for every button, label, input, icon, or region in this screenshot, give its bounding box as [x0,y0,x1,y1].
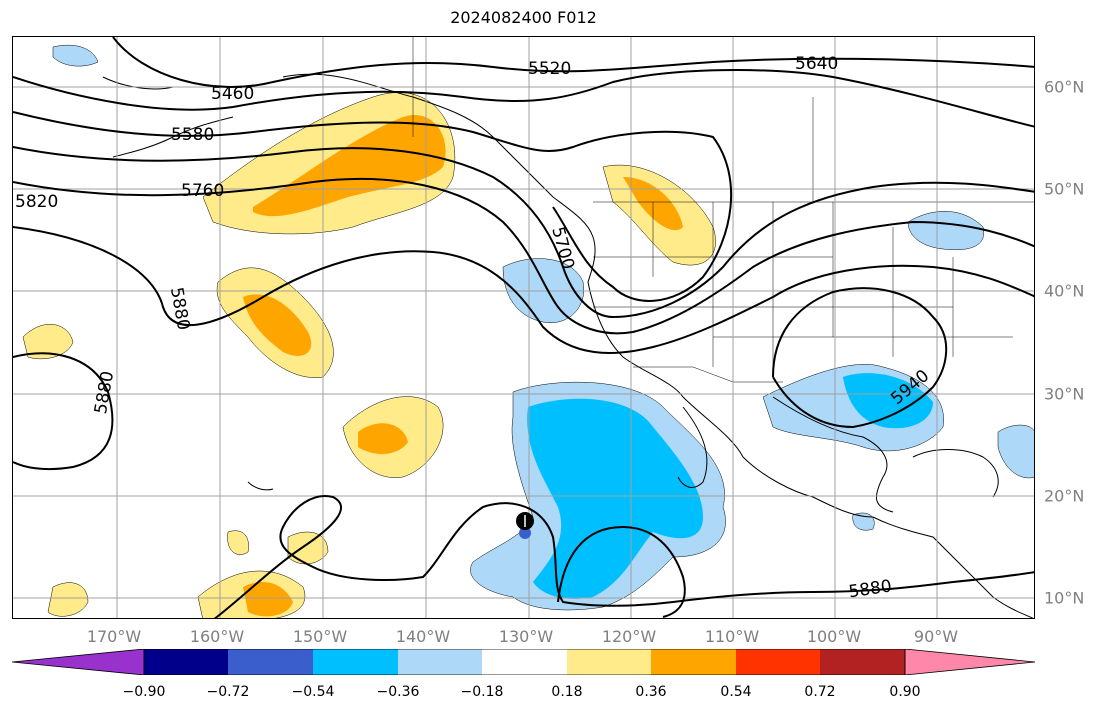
lat-label-40n: 40°N [1044,281,1085,301]
colorbar-bin-7 [651,649,736,675]
contour-label-5640: 5640 [795,54,838,74]
colorbar-tick: −0.18 [460,684,504,700]
colorbar-bin-5 [482,649,567,675]
lon-label-170w: 170°W [86,627,142,646]
colorbar-extend-high [904,649,1036,675]
lon-label-150w: 150°W [292,627,348,646]
colorbar-tick: 0.72 [804,684,836,700]
lon-label-140w: 140°W [395,627,451,646]
map-panel: 5460 5520 5640 5580 5760 5820 5700 5880 … [12,36,1035,619]
colorbar-bin-8 [736,649,820,675]
colorbar-tick: −0.36 [376,684,420,700]
contour-label-5880-b: 5880 [91,370,118,416]
contour-label-5760: 5760 [181,181,224,201]
lat-label-10n: 10°N [1044,588,1085,608]
lon-label-160w: 160°W [189,627,245,646]
contour-labels: 5460 5520 5640 5580 5760 5820 5700 5880 … [15,54,933,602]
contour-label-5880-a: 5880 [166,286,193,332]
contour-label-5520: 5520 [528,59,571,79]
map-canvas: 5460 5520 5640 5580 5760 5820 5700 5880 … [13,37,1034,618]
colorbar-bin-2 [228,649,313,675]
colorbar-bin-6 [567,649,651,675]
colorbar-tick: −0.72 [206,684,250,700]
contour-label-5460: 5460 [211,84,254,104]
colorbar-tick: 0.90 [889,684,921,700]
contour-label-5820: 5820 [15,192,58,212]
lat-label-20n: 20°N [1044,486,1085,506]
colorbar-tick: 0.36 [635,684,667,700]
contour-label-5580: 5580 [171,125,214,145]
colorbar-extend-low [12,649,145,675]
lon-label-100w: 100°W [806,627,862,646]
colorbar-tick: −0.90 [122,684,166,700]
colorbar-tick: 0.54 [720,684,752,700]
lon-label-110w: 110°W [704,627,760,646]
colorbar-tick: −0.54 [291,684,335,700]
colorbar-bin-4 [398,649,482,675]
lat-label-30n: 30°N [1044,384,1085,404]
lon-label-120w: 120°W [601,627,657,646]
coastlines [102,73,1034,618]
lon-label-90w: 90°W [913,627,959,646]
colorbar-bin-9 [820,649,905,675]
colorbar-bin-1 [144,649,228,675]
colorbar-bin-3 [313,649,398,675]
lat-label-50n: 50°N [1044,179,1085,199]
storm-marker [516,512,534,539]
height-contours [13,37,1034,618]
lat-label-60n: 60°N [1044,77,1085,97]
colorbar-tick: 0.18 [551,684,583,700]
map-title: 2024082400 F012 [450,8,597,27]
lon-label-130w: 130°W [498,627,554,646]
colorbar [12,649,1036,675]
